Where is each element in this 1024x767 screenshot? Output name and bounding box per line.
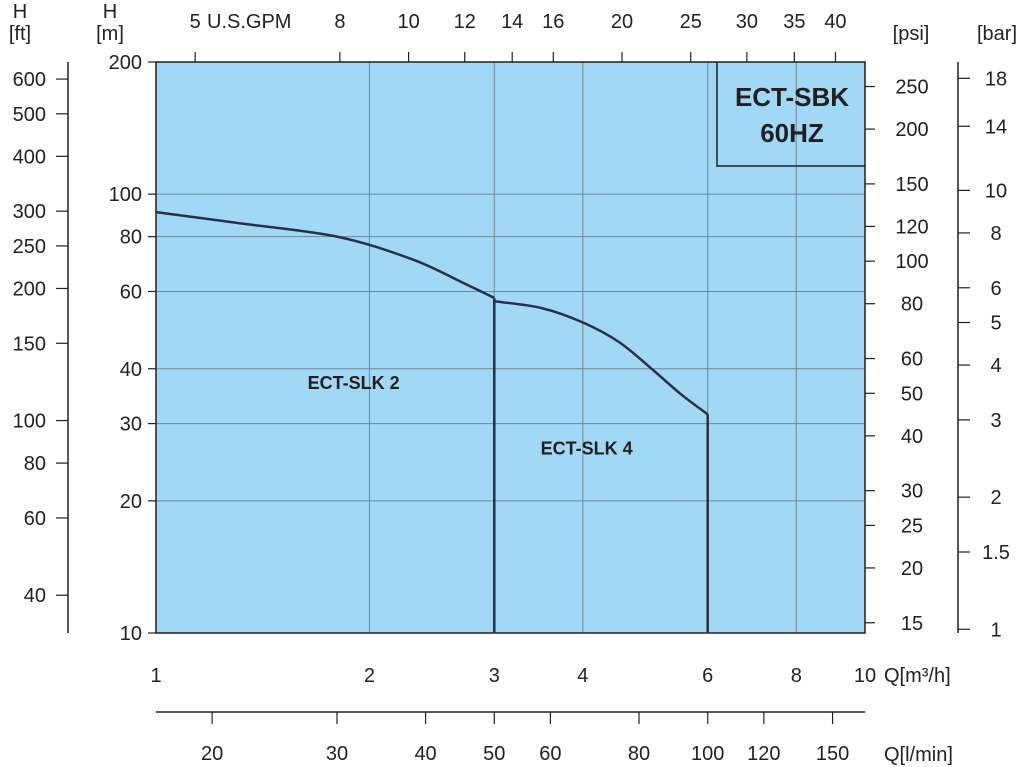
psi-tick-label: 250: [895, 77, 928, 99]
gpm-axis-unit: U.S.GPM: [207, 11, 291, 33]
x-tick-label: 3: [489, 665, 500, 687]
psi-tick-label: 100: [895, 251, 928, 273]
series-curve-1: [155, 210, 495, 300]
y-tick-label-m: 10: [120, 623, 142, 645]
psi-tick-label: 30: [901, 481, 923, 503]
bar-tick-label: 18: [985, 68, 1007, 90]
bar-tick-label: 3: [990, 410, 1001, 432]
plot-background: [156, 62, 865, 633]
gpm-tick-label: 12: [454, 11, 476, 33]
ft-tick-label: 60: [24, 508, 46, 530]
lmin-tick-label: 20: [201, 743, 223, 765]
plot-frame: [155, 61, 866, 634]
bar-tick-label: 5: [990, 313, 1001, 335]
lmin-tick-label: 80: [628, 743, 650, 765]
psi-tick-label: 60: [901, 349, 923, 371]
ft-axis-unit-top: H: [13, 1, 27, 23]
psi-tick-label: 80: [901, 294, 923, 316]
ft-tick-label: 200: [13, 278, 46, 300]
ft-tick-label: 500: [13, 104, 46, 126]
x-tick-label: 4: [577, 665, 588, 687]
ft-tick-label: 250: [13, 236, 46, 258]
gpm-tick-label: 16: [542, 11, 564, 33]
annotations: ECT-SLK 2 ECT-SLK 4: [308, 373, 633, 459]
m-axis-unit-top: H: [103, 1, 117, 23]
gpm-tick-label: 30: [736, 11, 758, 33]
x-tick-label: 2: [364, 665, 375, 687]
bar-tick-label: 1.5: [982, 542, 1010, 564]
ft-tick-label: 300: [13, 201, 46, 223]
y-tick-label-m: 60: [120, 281, 142, 303]
lmin-axis-unit: Q[l/min]: [884, 744, 953, 766]
x-tick-label: 1: [150, 665, 161, 687]
m-axis-unit-bottom: [m]: [96, 23, 124, 45]
x-tick-label: 10: [854, 665, 876, 687]
x-axis-label: Q[m³/h]: [884, 665, 951, 687]
ft-tick-label: 40: [24, 585, 46, 607]
lmin-tick-label: 100: [691, 743, 724, 765]
zone-label-1: ECT-SLK 2: [308, 373, 400, 393]
psi-tick-label: 150: [895, 174, 928, 196]
bar-tick-label: 14: [985, 116, 1007, 138]
gpm-tick-label: 20: [611, 11, 633, 33]
y-tick-label-m: 200: [109, 52, 142, 74]
psi-tick-label: 15: [901, 613, 923, 635]
psi-tick-label: 20: [901, 558, 923, 580]
lmin-tick-label: 30: [326, 743, 348, 765]
series-curve-2: [494, 300, 709, 416]
gpm-tick-label: 40: [824, 11, 846, 33]
gpm-tick-label: 35: [783, 11, 805, 33]
grid: [156, 62, 865, 633]
gpm-tick-label: 14: [501, 11, 523, 33]
lmin-tick-label: 50: [483, 743, 505, 765]
psi-tick-label: 40: [901, 426, 923, 448]
ft-tick-label: 100: [13, 411, 46, 433]
x-tick-label: 6: [702, 665, 713, 687]
psi-axis-unit: [psi]: [893, 23, 930, 45]
zone-label-2: ECT-SLK 4: [541, 439, 633, 459]
bar-tick-label: 8: [990, 223, 1001, 245]
lmin-tick-label: 120: [747, 743, 780, 765]
y-tick-label-m: 40: [120, 359, 142, 381]
gpm-tick-label: 8: [334, 11, 345, 33]
y-tick-label-m: 30: [120, 414, 142, 436]
title-box-border: [716, 62, 865, 167]
gpm-tick-label: 5: [190, 11, 201, 33]
psi-tick-label: 50: [901, 383, 923, 405]
psi-tick-label: 120: [895, 216, 928, 238]
lmin-tick-label: 150: [816, 743, 849, 765]
lmin-tick-label: 40: [414, 743, 436, 765]
ft-tick-label: 150: [13, 333, 46, 355]
ft-axis-unit-bottom: [ft]: [9, 23, 31, 45]
ft-tick-label: 400: [13, 146, 46, 168]
title-box: ECT-SBK 60HZ: [716, 62, 865, 167]
psi-tick-label: 200: [895, 119, 928, 141]
chart-title-line-1: ECT-SBK: [735, 82, 849, 112]
bar-tick-label: 10: [985, 180, 1007, 202]
bar-tick-label: 1: [990, 619, 1001, 641]
series-group: [155, 210, 709, 633]
gpm-tick-label: 25: [680, 11, 702, 33]
x-tick-label: 8: [791, 665, 802, 687]
y-tick-label-m: 80: [120, 227, 142, 249]
ft-tick-label: 600: [13, 69, 46, 91]
axes: 1020304060801002004060801001502002503004…: [13, 11, 1010, 765]
bar-tick-label: 4: [990, 355, 1001, 377]
bar-tick-label: 2: [990, 487, 1001, 509]
chart-title-line-2: 60HZ: [760, 118, 824, 148]
bar-axis-unit: [bar]: [977, 23, 1017, 45]
bar-tick-label: 6: [990, 278, 1001, 300]
y-tick-label-m: 100: [109, 184, 142, 206]
y-tick-label-m: 20: [120, 491, 142, 513]
ft-tick-label: 80: [24, 453, 46, 475]
lmin-tick-label: 60: [539, 743, 561, 765]
psi-tick-label: 25: [901, 515, 923, 537]
gpm-tick-label: 10: [397, 11, 419, 33]
